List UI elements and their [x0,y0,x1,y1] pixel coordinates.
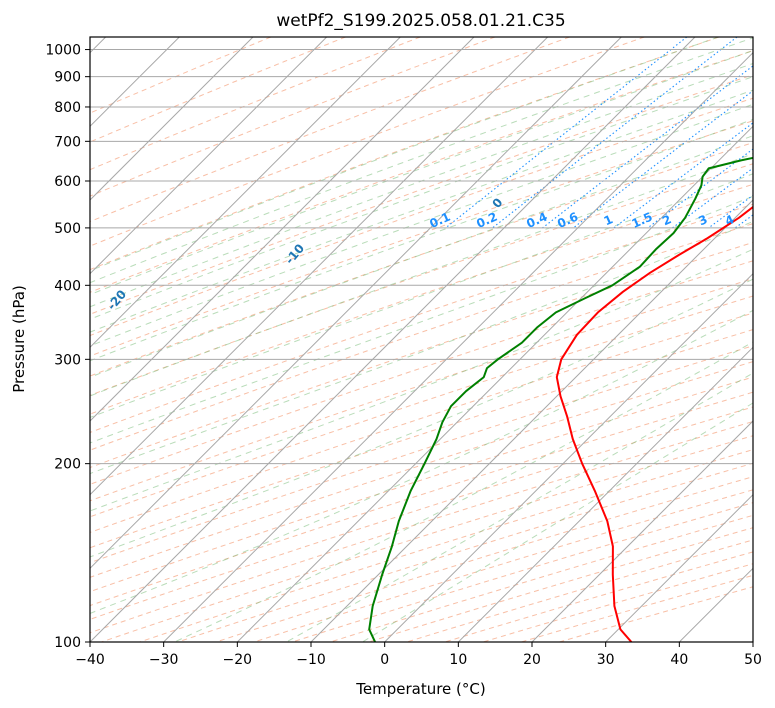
chart-title: wetPf2_S199.2025.058.01.21.C35 [276,11,565,31]
x-axis-title: Temperature (°C) [355,680,485,698]
x-axis: −40 −30 −20 −10 0 10 20 30 40 50 [75,642,762,668]
isotherm-line [310,199,753,642]
y-tick-label: 500 [54,221,81,237]
moist-adiabat-line [90,37,719,272]
dry-adiabat-line [90,391,753,607]
moist-adiabat-line [90,153,753,397]
dry-adiabat-line [90,97,753,337]
x-tick-label: 30 [597,652,615,668]
moist-adiabat-line [90,195,753,444]
moist-adiabat-line [90,220,753,475]
y-tick-label: 100 [54,635,81,651]
x-tick-label: −10 [296,652,326,668]
isotherm-line [90,37,622,570]
y-tick-label: 700 [54,134,81,150]
mixing-ratio-line [542,65,753,229]
mixing-ratio-line [613,122,753,229]
dry-adiabat-line [90,183,753,415]
x-tick-label: 20 [523,652,541,668]
dry-adiabat-line [90,50,753,293]
isotherm-line [752,641,753,642]
plot-frame [89,36,754,643]
x-tick-label: −40 [75,652,105,668]
mixing-ratio-line [572,90,753,229]
y-tick-label: 1000 [45,43,81,59]
isotherm-line [90,37,254,201]
isotherm-line [90,37,696,642]
dry-adiabat-line [90,74,753,315]
isotherm-line [236,125,753,642]
dry-adiabat-line [90,295,753,518]
moist-adiabat-line [90,248,753,512]
moist-adiabat-line [90,76,753,320]
dry-adiabat-line [90,329,753,549]
isotherm-line [531,420,753,642]
y-tick-label: 200 [54,457,81,473]
isotherm-line [384,272,753,642]
temperature-profile-line [555,205,753,642]
x-tick-label: 0 [380,652,389,668]
isotherm-line [163,51,753,642]
dry-adiabat-line [90,203,753,433]
dry-adiabat-line [90,37,346,143]
isotherm-line [90,37,328,275]
moist-adiabat-line [90,173,753,418]
y-axis-title: Pressure (hPa) [10,285,28,393]
plot-area [90,37,753,642]
x-tick-label: −20 [223,652,253,668]
moist-adiabat-line [90,89,753,333]
moist-adiabat-line [286,372,753,642]
dry-adiabat-line [90,142,753,377]
profile-series [368,156,753,642]
y-tick-label: 400 [54,278,81,294]
y-tick-label: 300 [54,352,81,368]
x-tick-label: −30 [149,652,179,668]
dry-adiabat-line [90,37,496,197]
y-tick-label: 800 [54,100,81,116]
dry-adiabat-line [90,163,753,396]
isotherm-line [90,37,549,496]
isotherm-line [605,493,753,642]
dry-adiabat-line [90,241,753,469]
isotherm-line [90,37,401,349]
moist-adiabat-line [90,63,753,308]
y-axis: 100 200 300 400 500 600 700 800 900 1000 [45,43,90,651]
dry-adiabat-line [90,37,570,223]
isotherm-line [457,346,753,642]
dry-adiabat-line [90,37,272,114]
x-tick-label: 50 [744,652,762,668]
background-lines [90,37,753,642]
dry-adiabat-line [90,376,753,593]
x-tick-label: 40 [670,652,688,668]
isotherm-line [90,37,475,422]
dry-adiabat-line [90,345,753,564]
y-tick-label: 900 [54,70,81,86]
dry-adiabat-line [90,37,720,271]
dewpoint-profile-line [368,156,753,642]
grid-lines [90,37,753,642]
x-tick-label: 10 [449,652,467,668]
y-tick-label: 600 [54,174,81,190]
mixing-ratio-line [445,37,688,229]
